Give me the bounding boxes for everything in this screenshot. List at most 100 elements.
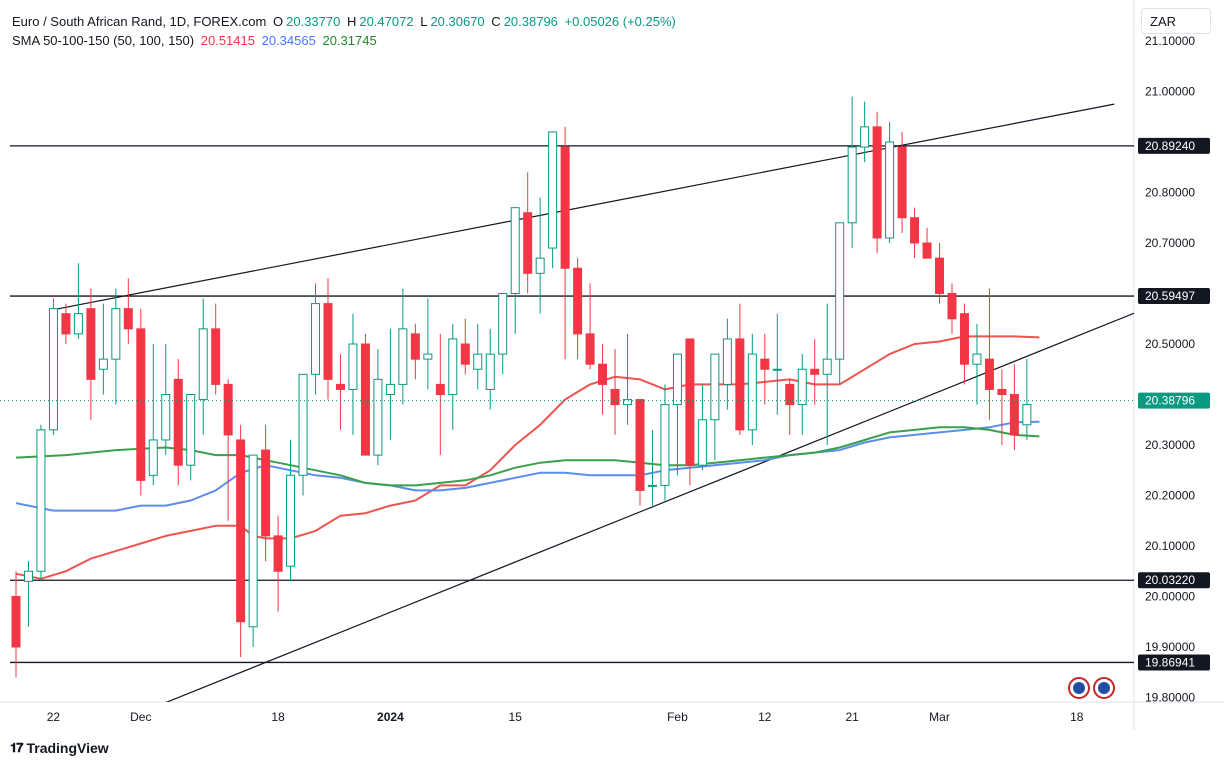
candle-body [398,328,408,385]
candle-body [473,353,483,370]
candle-body [797,368,807,406]
x-tick-label: Dec [130,710,151,724]
candle-body [261,449,271,537]
candle-body [248,454,258,628]
candle-body [223,383,233,436]
candle-body [810,368,820,375]
candle-body [560,146,570,269]
x-tick-label: Mar [929,710,950,724]
sma100-line [15,420,1040,512]
high-value: 20.47072 [359,14,414,29]
candle-body [747,353,757,431]
level-price-label: 20.59497 [1145,289,1195,303]
candle-body [959,313,969,365]
candle-body [435,383,445,395]
candle-body [123,308,133,330]
candle-body [48,308,58,431]
y-tick-label: 21.10000 [1145,34,1195,48]
symbol-title[interactable]: Euro / South African Rand, 1D, FOREX.com [12,14,267,29]
candle-body [498,293,508,355]
open-label: O [272,14,284,29]
candle-body [460,343,470,365]
candle-body [760,358,770,370]
candle-body [885,141,895,239]
plot-area [0,96,1134,702]
level-price-tag [1138,654,1210,671]
event-flag-icon-inner [1073,682,1085,694]
candle-body [273,535,283,572]
tradingview-logo[interactable]: 𝟏𝟕 TradingView [10,740,109,756]
candle-body [510,207,520,294]
candle-body [186,394,196,466]
low-value: 20.30670 [430,14,485,29]
candle-body [685,338,695,466]
candle-body [872,126,882,239]
close-label: C [491,14,501,29]
symbol-row: Euro / South African Rand, 1D, FOREX.com… [12,12,679,31]
candle-body [373,378,383,456]
low-label: L [420,14,428,29]
sma-indicator-label[interactable]: SMA 50-100-150 (50, 100, 150) [12,33,195,48]
x-tick-label: 22 [47,710,61,724]
last-price-tag [1138,392,1210,409]
candle-body [972,353,982,365]
candle-body [173,378,183,466]
candle-body [161,394,171,441]
chart-legend: Euro / South African Rand, 1D, FOREX.com… [12,12,679,50]
y-tick-label: 19.80000 [1145,691,1195,705]
candle-body [647,484,657,487]
y-tick-label: 20.30000 [1145,438,1195,452]
candle-body [485,353,495,390]
candle-body [148,439,158,476]
candle-body [23,570,33,582]
candle-body [61,313,71,335]
sma50-line [15,335,1040,580]
candle-body [348,343,358,390]
candle-body [98,358,108,370]
candle-body [835,222,845,360]
candle-body [910,217,920,244]
x-tick-label: 15 [509,710,523,724]
high-label: H [346,14,357,29]
candle-body [984,358,994,390]
candle-body [947,293,957,320]
currency-selector[interactable]: ZAR [1141,8,1211,34]
candle-body [772,368,782,371]
level-price-label: 19.86941 [1145,655,1195,669]
candle-body [36,429,46,572]
candle-body [335,383,345,390]
candle-body [86,308,96,380]
candle-body [236,439,246,623]
candle-body [198,328,208,401]
candle-body [623,399,633,406]
candle-body [298,373,308,476]
y-tick-label: 20.10000 [1145,539,1195,553]
candle-body [111,308,121,360]
candle-body [697,419,707,466]
open-value: 20.33770 [286,14,341,29]
level-price-tag [1138,572,1210,589]
sma50-value: 20.51415 [200,33,255,48]
candle-body [897,146,907,219]
candle-body [323,303,333,380]
candle-body [1022,404,1032,426]
candle-body [423,353,433,360]
x-tick-label: 21 [845,710,859,724]
event-flag-icon-inner [1098,682,1110,694]
x-tick-label: Feb [667,710,688,724]
candle-body [410,333,420,360]
y-tick-label: 20.00000 [1145,590,1195,604]
candle-body [710,353,720,421]
tradingview-mark-icon: 𝟏𝟕 [10,740,24,755]
change-value: +0.05026 (+0.25%) [564,14,676,29]
candle-body [573,267,583,335]
level-price-tag [1138,137,1210,154]
x-tick-label: 2024 [377,710,404,724]
x-tick-label: 18 [271,710,285,724]
candle-body [385,383,395,395]
trendline [53,103,1115,311]
candle-body [922,242,932,259]
last-price-label: 20.38796 [1145,394,1195,408]
candle-body [73,313,83,335]
